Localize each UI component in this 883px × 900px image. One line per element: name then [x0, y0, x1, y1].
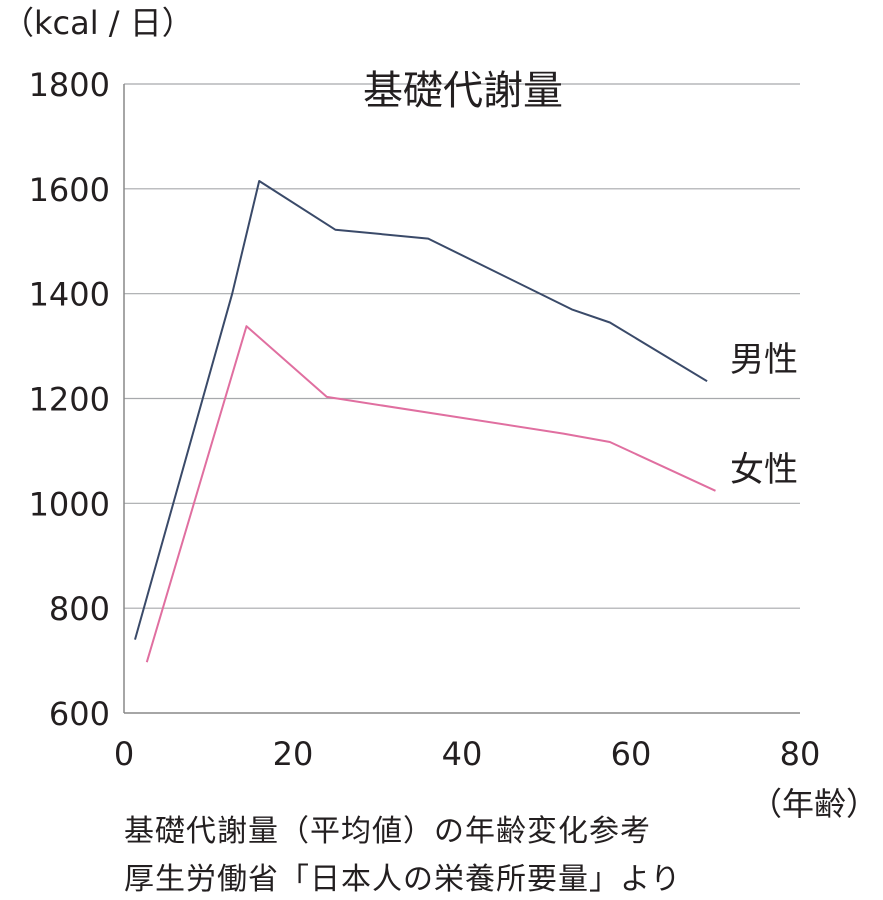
series-line-female — [145, 325, 716, 663]
x-tick-label: 60 — [611, 735, 652, 773]
grid-lines — [124, 83, 800, 609]
x-tick-label: 80 — [780, 735, 821, 773]
x-axis-label: （年齢） — [750, 785, 878, 823]
series-label-female: 女性 — [730, 450, 798, 490]
y-tick-labels: 600 800 1000 1200 1400 1600 1800 — [29, 66, 110, 733]
series-line-male — [134, 180, 708, 640]
x-tick-label: 20 — [273, 735, 314, 773]
caption-line-2: 厚生労働省「日本人の栄養所要量」より — [124, 862, 682, 897]
x-tick-label: 40 — [442, 735, 483, 773]
y-axis-label: （kcal / 日） — [2, 4, 194, 42]
caption-line-1: 基礎代謝量（平均値）の年齢変化参考 — [124, 814, 651, 849]
series-label-male: 男性 — [730, 340, 798, 380]
x-tick-labels: 0 20 40 60 80 — [114, 735, 821, 773]
x-tick-label: 0 — [114, 735, 134, 773]
y-tick-label: 1600 — [29, 171, 110, 209]
y-tick-label: 1200 — [29, 381, 110, 419]
y-tick-label: 800 — [49, 590, 110, 628]
y-tick-label: 1400 — [29, 276, 110, 314]
y-tick-label: 600 — [49, 695, 110, 733]
chart-title: 基礎代謝量 — [363, 68, 563, 114]
y-tick-label: 1800 — [29, 66, 110, 104]
series-lines — [134, 180, 716, 663]
y-tick-label: 1000 — [29, 485, 110, 523]
